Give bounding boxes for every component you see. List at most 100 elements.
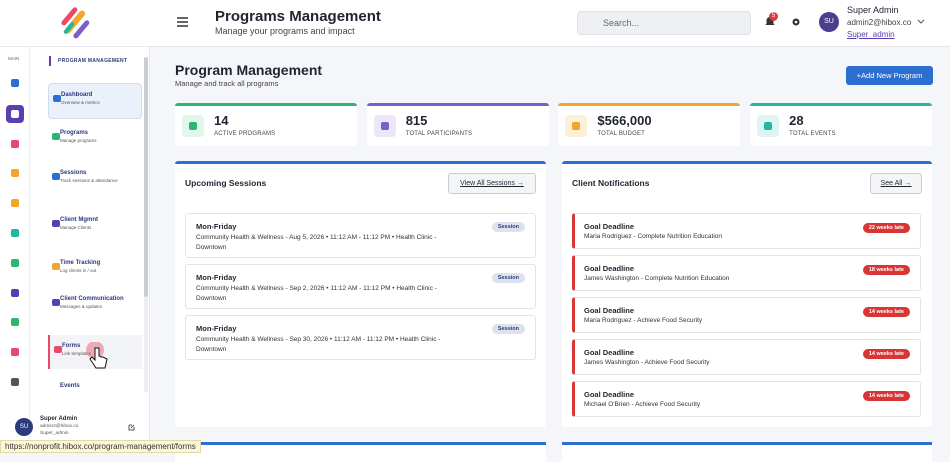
stat-icon bbox=[373, 115, 396, 137]
icon bbox=[11, 229, 19, 237]
notification-item[interactable]: Goal Deadline James Washington - Achieve … bbox=[572, 339, 921, 375]
sidebar: PROGRAM MANAGEMENT Dashboard Overview & m… bbox=[30, 47, 150, 453]
settings-button[interactable] bbox=[791, 17, 801, 27]
stat-icon bbox=[757, 115, 780, 137]
see-all-button[interactable]: See All → bbox=[870, 173, 922, 194]
nav-desc: Manage Clients bbox=[60, 225, 92, 230]
nav-title: Forms bbox=[62, 343, 81, 349]
search-input[interactable]: Search... bbox=[577, 11, 751, 35]
panel-partial bbox=[562, 442, 932, 462]
cursor bbox=[86, 342, 108, 369]
notification-title: Goal Deadline bbox=[584, 348, 635, 357]
icon bbox=[11, 110, 19, 118]
footer-role: Super_admin bbox=[40, 431, 69, 436]
nav-title: Events bbox=[60, 383, 80, 389]
icon bbox=[189, 122, 197, 130]
stat-label: TOTAL BUDGET bbox=[597, 131, 646, 137]
notification-item[interactable]: Goal Deadline Maria Rodriguez - Achieve F… bbox=[572, 297, 921, 333]
icon bbox=[11, 289, 19, 297]
nav-item[interactable]: Dashboard Overview & metrics bbox=[48, 83, 142, 119]
nav-desc: Messages & updates bbox=[60, 304, 103, 309]
rail-icon[interactable] bbox=[6, 313, 24, 331]
late-badge: 18 weeks late bbox=[862, 265, 910, 275]
notification-item[interactable]: Goal Deadline Maria Rodriguez - Complete … bbox=[572, 213, 921, 249]
page-subtitle: Manage and track all programs bbox=[175, 79, 279, 88]
rail-icon[interactable] bbox=[6, 74, 24, 92]
notification-detail: James Washington - Achieve Food Security bbox=[584, 359, 710, 366]
panel-title: Upcoming Sessions bbox=[185, 178, 267, 188]
nav-desc: Log clients in / out bbox=[60, 268, 97, 273]
rail-icon[interactable] bbox=[6, 343, 24, 361]
nav-icon bbox=[52, 263, 60, 270]
user-avatar[interactable]: SU bbox=[819, 12, 839, 32]
notification-title: Goal Deadline bbox=[584, 222, 635, 231]
notification-item[interactable]: Goal Deadline Michael O'Brien - Achieve F… bbox=[572, 381, 921, 417]
session-badge: Session bbox=[491, 273, 525, 283]
page-title: Program Management bbox=[175, 62, 323, 78]
rail-label: MAIN bbox=[8, 56, 20, 61]
add-program-button[interactable]: +Add New Program bbox=[846, 66, 933, 85]
nav-title: Time Tracking bbox=[60, 260, 101, 266]
section-title: PROGRAM MANAGEMENT bbox=[58, 58, 128, 64]
nav-item[interactable]: Time Tracking Log clients in / out bbox=[48, 260, 140, 274]
rail-icon[interactable] bbox=[6, 194, 24, 212]
user-email: admin2@hibox.co bbox=[847, 18, 912, 27]
notification-count: 5 bbox=[769, 12, 778, 21]
stat-card: 28 TOTAL EVENTS bbox=[750, 103, 933, 146]
nav-item[interactable]: Client Mgmnt Manage Clients bbox=[48, 217, 140, 231]
icon bbox=[11, 318, 19, 326]
nav-item[interactable]: Client Communication Messages & updates bbox=[48, 296, 140, 310]
nav-item[interactable]: Programs Manage programs bbox=[48, 130, 140, 144]
rail-icon[interactable] bbox=[6, 164, 24, 182]
menu-button[interactable] bbox=[177, 17, 188, 27]
icon bbox=[11, 348, 19, 356]
rail-icon[interactable] bbox=[6, 373, 24, 391]
session-detail: Community Health & Wellness - Sep 2, 202… bbox=[196, 285, 437, 302]
notification-detail: James Washington - Complete Nutrition Ed… bbox=[584, 275, 730, 282]
nav-title: Dashboard bbox=[61, 92, 93, 98]
stat-card: 815 TOTAL PARTICIPANTS bbox=[366, 103, 549, 146]
icon bbox=[11, 259, 19, 267]
stat-label: TOTAL PARTICIPANTS bbox=[405, 131, 473, 137]
footer-avatar: SU bbox=[15, 418, 33, 436]
notification-detail: Michael O'Brien - Achieve Food Security bbox=[584, 401, 701, 408]
icon bbox=[764, 122, 773, 130]
nav-item[interactable]: Events bbox=[48, 383, 140, 389]
stat-value: 14 bbox=[214, 113, 229, 128]
nav-item[interactable]: Sessions Track sessions & attendance bbox=[48, 170, 140, 184]
user-role[interactable]: Super_admin bbox=[847, 30, 895, 39]
rail-icon[interactable] bbox=[6, 135, 24, 153]
section-marker bbox=[49, 56, 51, 66]
rail-icon[interactable] bbox=[6, 224, 24, 242]
session-item[interactable]: Mon-Friday Community Health & Wellness - … bbox=[185, 213, 536, 258]
scrollbar[interactable] bbox=[144, 57, 148, 392]
stat-icon bbox=[182, 115, 204, 137]
session-detail: Community Health & Wellness - Aug 5, 202… bbox=[196, 234, 437, 251]
user-name: Super Admin bbox=[847, 5, 899, 15]
nav-desc: Track sessions & attendance bbox=[60, 178, 118, 183]
view-all-sessions-button[interactable]: View All Sessions → bbox=[448, 173, 536, 194]
nav-desc: Manage programs bbox=[60, 138, 97, 143]
logout-button[interactable] bbox=[128, 424, 135, 431]
rail-icon[interactable] bbox=[6, 284, 24, 302]
icon bbox=[572, 122, 581, 130]
session-title: Mon-Friday bbox=[196, 273, 237, 282]
notification-detail: Maria Rodriguez - Complete Nutrition Edu… bbox=[584, 233, 723, 240]
stat-value: 28 bbox=[789, 113, 804, 128]
icon bbox=[380, 122, 389, 130]
session-item[interactable]: Mon-Friday Community Health & Wellness - … bbox=[185, 264, 536, 309]
panel-partial bbox=[175, 442, 546, 462]
user-dropdown[interactable] bbox=[917, 19, 925, 25]
notification-item[interactable]: Goal Deadline James Washington - Complete… bbox=[572, 255, 921, 291]
stat-value: $566,000 bbox=[597, 113, 652, 128]
notification-title: Goal Deadline bbox=[584, 390, 635, 399]
nav-desc: Overview & metrics bbox=[61, 100, 100, 105]
session-item[interactable]: Mon-Friday Community Health & Wellness - … bbox=[185, 315, 536, 360]
session-badge: Session bbox=[491, 222, 525, 232]
session-title: Mon-Friday bbox=[196, 324, 237, 333]
icon bbox=[11, 199, 19, 207]
rail-icon[interactable] bbox=[6, 105, 24, 123]
rail-icon[interactable] bbox=[6, 254, 24, 272]
icon bbox=[11, 140, 19, 148]
